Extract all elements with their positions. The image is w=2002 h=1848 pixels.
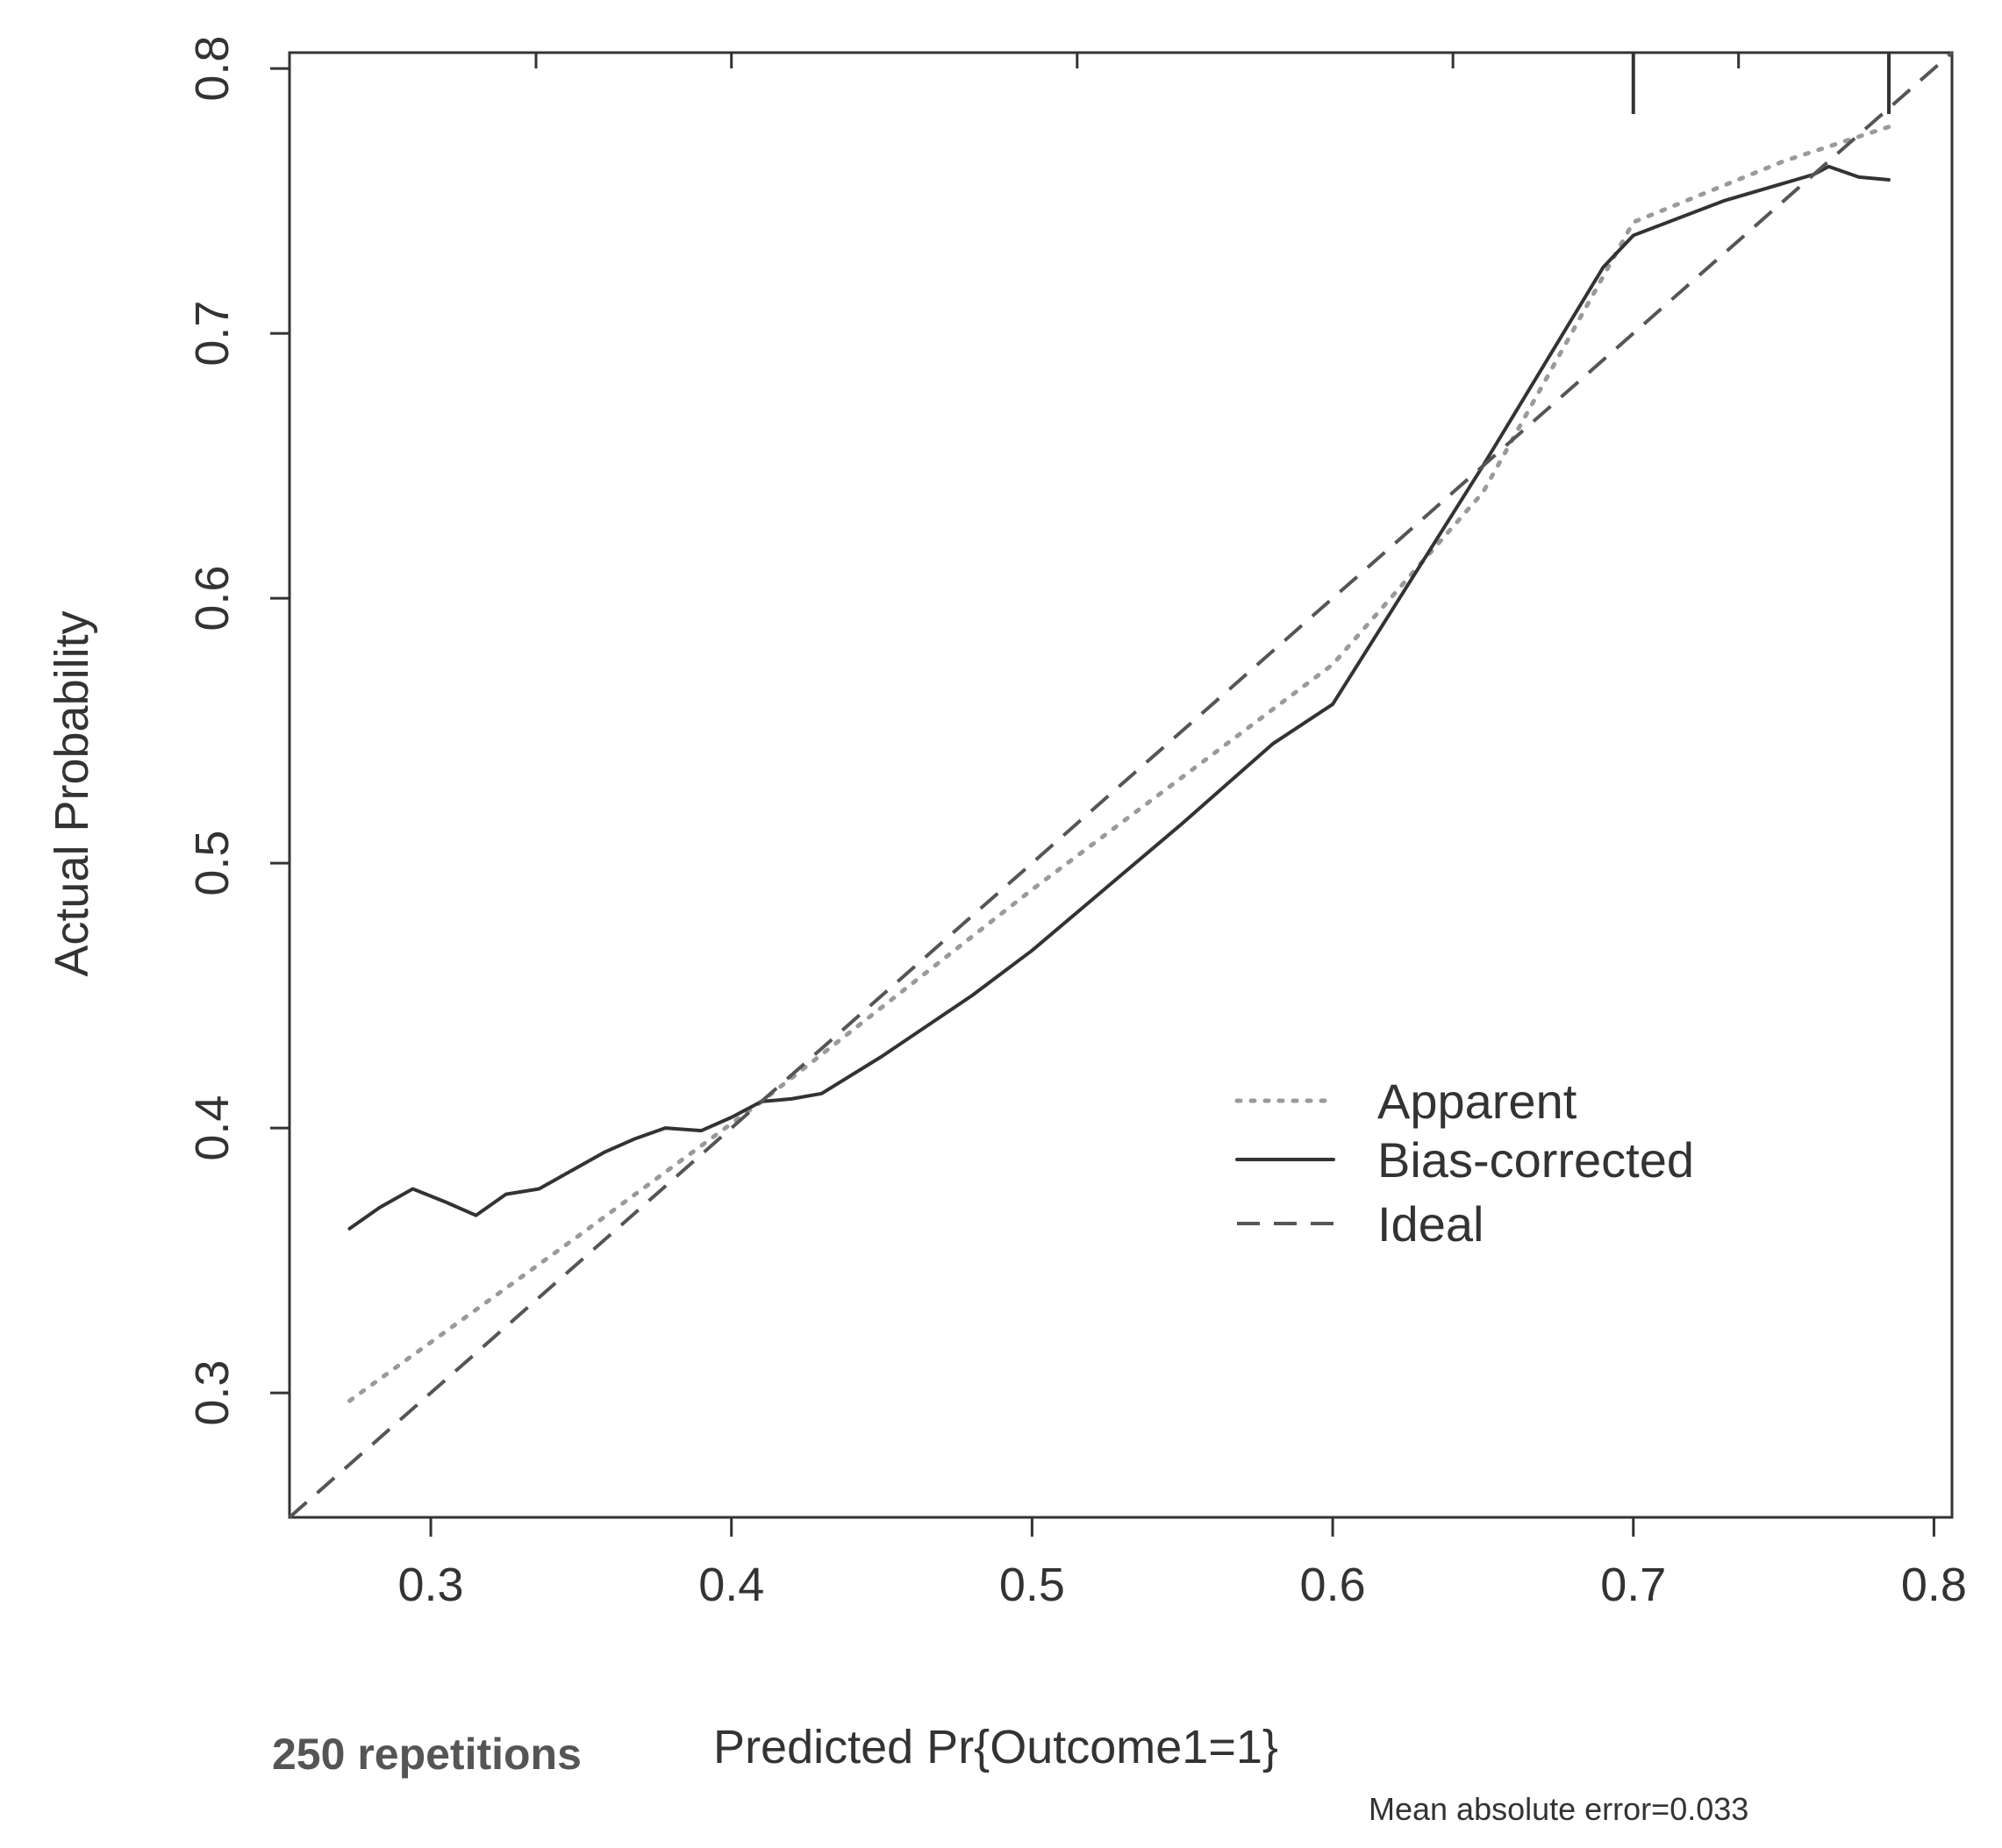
legend-label-ideal: Ideal	[1377, 1196, 1484, 1252]
x-tick-label: 0.8	[1901, 1559, 1967, 1611]
rug-marks	[534, 53, 1891, 114]
x-axis: 0.3 0.4 0.5 0.6 0.7 0.8	[398, 1517, 1967, 1611]
x-tick-label: 0.7	[1600, 1559, 1666, 1611]
x-axis-title: Predicted Pr{Outcome1=1}	[713, 1721, 1278, 1773]
legend-label-bias-corrected: Bias-corrected	[1377, 1132, 1694, 1188]
y-axis: 0.3 0.4 0.5 0.6 0.7 0.8	[186, 36, 290, 1426]
x-tick-label: 0.3	[398, 1559, 464, 1611]
y-tick-label: 0.8	[186, 36, 239, 102]
y-tick-label: 0.3	[186, 1360, 239, 1426]
legend-label-apparent: Apparent	[1377, 1074, 1577, 1129]
series-line-ideal	[288, 51, 1954, 1519]
y-tick-label: 0.7	[186, 301, 239, 367]
y-tick-label: 0.5	[186, 831, 239, 896]
series-layer	[288, 51, 1954, 1519]
legend: Apparent Bias-corrected Ideal	[1234, 1074, 1694, 1252]
x-tick-label: 0.4	[698, 1559, 764, 1611]
mean-absolute-error-note: Mean absolute error=0.033	[1369, 1791, 1748, 1827]
x-tick-label: 0.6	[1300, 1559, 1366, 1611]
x-tick-label: 0.5	[999, 1559, 1065, 1611]
y-axis-title: Actual Probability	[46, 610, 98, 976]
series-line-bias-corrected	[347, 164, 1891, 1231]
plot-frame	[288, 51, 1954, 1519]
series-line-apparent	[347, 125, 1891, 1403]
repetitions-note: 250 repetitions	[272, 1730, 582, 1779]
y-tick-label: 0.4	[186, 1095, 239, 1161]
y-tick-label: 0.6	[186, 566, 239, 631]
